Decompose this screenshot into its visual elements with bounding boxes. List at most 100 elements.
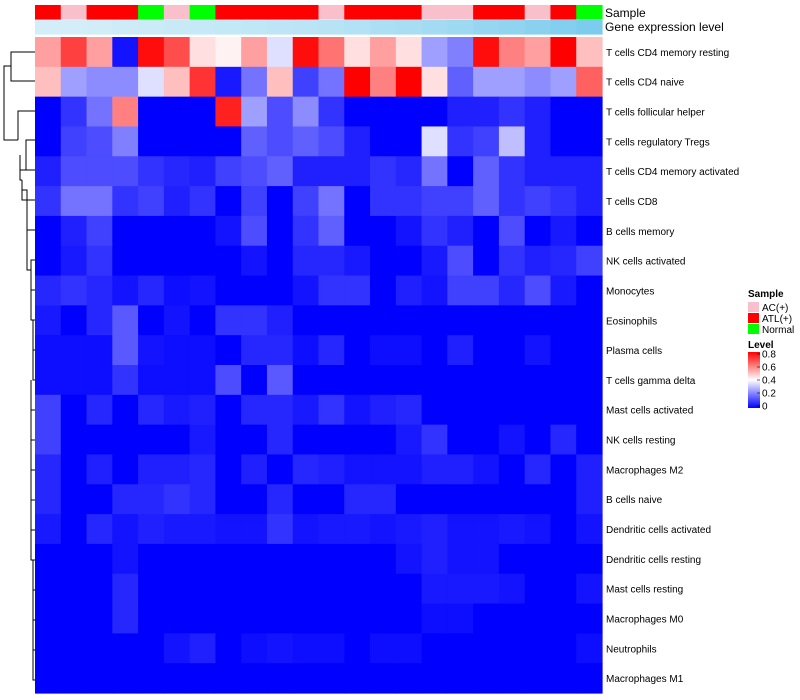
heatmap-cell xyxy=(447,335,474,366)
heatmap-cell xyxy=(524,37,552,68)
heatmap-cell xyxy=(524,66,552,98)
heatmap-cell xyxy=(395,126,423,157)
heatmap-cell xyxy=(498,156,526,187)
dendrogram-branch xyxy=(10,51,35,82)
heatmap-cell xyxy=(266,96,294,128)
heatmap-cell xyxy=(421,156,448,187)
heatmap-cell xyxy=(421,394,448,426)
heatmap-cell xyxy=(395,186,423,217)
legend-level-ticks: 0.8 0.6 0.4 0.2 0 xyxy=(757,350,776,413)
heatmap-cell xyxy=(576,156,603,187)
heatmap-cell xyxy=(241,573,268,605)
level-cell xyxy=(395,20,423,35)
heatmap-cell xyxy=(35,365,62,396)
heatmap-cell xyxy=(550,37,577,68)
heatmap-cell xyxy=(112,245,139,277)
dendrogram-branch xyxy=(32,590,35,621)
heatmap-cell xyxy=(112,424,139,456)
heatmap-cell xyxy=(292,215,320,247)
heatmap-cell xyxy=(215,335,242,366)
heatmap-cell xyxy=(447,514,474,545)
heatmap-cell xyxy=(421,603,448,634)
sample-cell xyxy=(266,5,294,20)
sample-cell xyxy=(163,5,191,20)
heatmap-cell xyxy=(498,126,526,157)
heatmap-cell xyxy=(421,186,448,217)
level-cell xyxy=(524,20,552,35)
heatmap-cell xyxy=(215,633,242,664)
heatmap-cell xyxy=(215,245,242,277)
row-label: Macrophages M2 xyxy=(606,465,684,476)
row-label: T cells CD4 naive xyxy=(606,78,685,89)
heatmap-cell xyxy=(524,543,552,575)
heatmap-cell xyxy=(318,365,345,396)
heatmap-cell xyxy=(292,335,320,366)
heatmap-cell xyxy=(395,96,423,128)
heatmap-cell xyxy=(498,484,526,515)
heatmap-cell xyxy=(215,424,242,456)
heatmap-cell xyxy=(318,543,345,575)
heatmap-cell xyxy=(189,663,217,694)
heatmap-cell xyxy=(138,96,165,128)
heatmap-cell xyxy=(318,305,345,336)
heatmap-cell xyxy=(344,573,371,605)
heatmap-cell xyxy=(112,573,139,605)
heatmap-cell xyxy=(395,454,423,485)
heatmap-cell xyxy=(138,186,165,217)
heatmap-cell xyxy=(576,305,603,336)
heatmap-cell xyxy=(498,275,526,306)
heatmap-cell xyxy=(163,186,191,217)
heatmap-cell xyxy=(112,663,139,694)
heatmap-cell xyxy=(576,335,603,366)
heatmap-cell xyxy=(447,543,474,575)
sample-cell xyxy=(524,5,552,20)
heatmap-cell xyxy=(292,305,320,336)
heatmap-cell xyxy=(60,633,88,664)
heatmap-cell xyxy=(60,186,88,217)
heatmap-cell xyxy=(86,215,113,247)
heatmap-cell xyxy=(447,424,474,456)
sample-cell xyxy=(292,5,320,20)
heatmap-cell xyxy=(550,603,577,634)
heatmap-cell xyxy=(189,573,217,605)
heatmap-cell xyxy=(292,603,320,634)
heatmap-cell xyxy=(395,424,423,456)
heatmap-cell xyxy=(189,215,217,247)
row-label: Mast cells activated xyxy=(606,406,693,417)
heatmap-cell xyxy=(318,663,345,694)
dendrogram-branch xyxy=(30,530,35,561)
heatmap-cell xyxy=(266,37,294,68)
row-label: Dendritic cells activated xyxy=(606,525,711,536)
heatmap-cell xyxy=(473,156,500,187)
heatmap-cell xyxy=(395,484,423,515)
heatmap-cell xyxy=(447,394,474,426)
heatmap-cell xyxy=(138,215,165,247)
heatmap-cell xyxy=(86,394,113,426)
heatmap-cell xyxy=(370,275,397,306)
heatmap-cell xyxy=(395,543,423,575)
heatmap-cell xyxy=(473,394,500,426)
heatmap-cell xyxy=(447,275,474,306)
heatmap-cell xyxy=(60,305,88,336)
heatmap-cell xyxy=(370,245,397,277)
heatmap-cell xyxy=(241,394,268,426)
heatmap-cell xyxy=(215,37,242,68)
heatmap-cell xyxy=(421,573,448,605)
heatmap-cell xyxy=(498,365,526,396)
heatmap-cell xyxy=(189,454,217,485)
heatmap-cell xyxy=(318,603,345,634)
heatmap-cell xyxy=(60,514,88,545)
heatmap-cell xyxy=(421,126,448,157)
heatmap-cell xyxy=(138,633,165,664)
heatmap-cell xyxy=(421,424,448,456)
heatmap-cell xyxy=(241,514,268,545)
legend-level-tick-label: 0.8 xyxy=(762,350,776,361)
heatmap-cell xyxy=(524,275,552,306)
heatmap-cell xyxy=(576,603,603,634)
heatmap-cell xyxy=(35,424,62,456)
heatmap-cell xyxy=(163,394,191,426)
heatmap-cell xyxy=(215,305,242,336)
heatmap-cell xyxy=(498,215,526,247)
row-label: T cells follicular helper xyxy=(606,108,705,119)
heatmap-cell xyxy=(370,37,397,68)
